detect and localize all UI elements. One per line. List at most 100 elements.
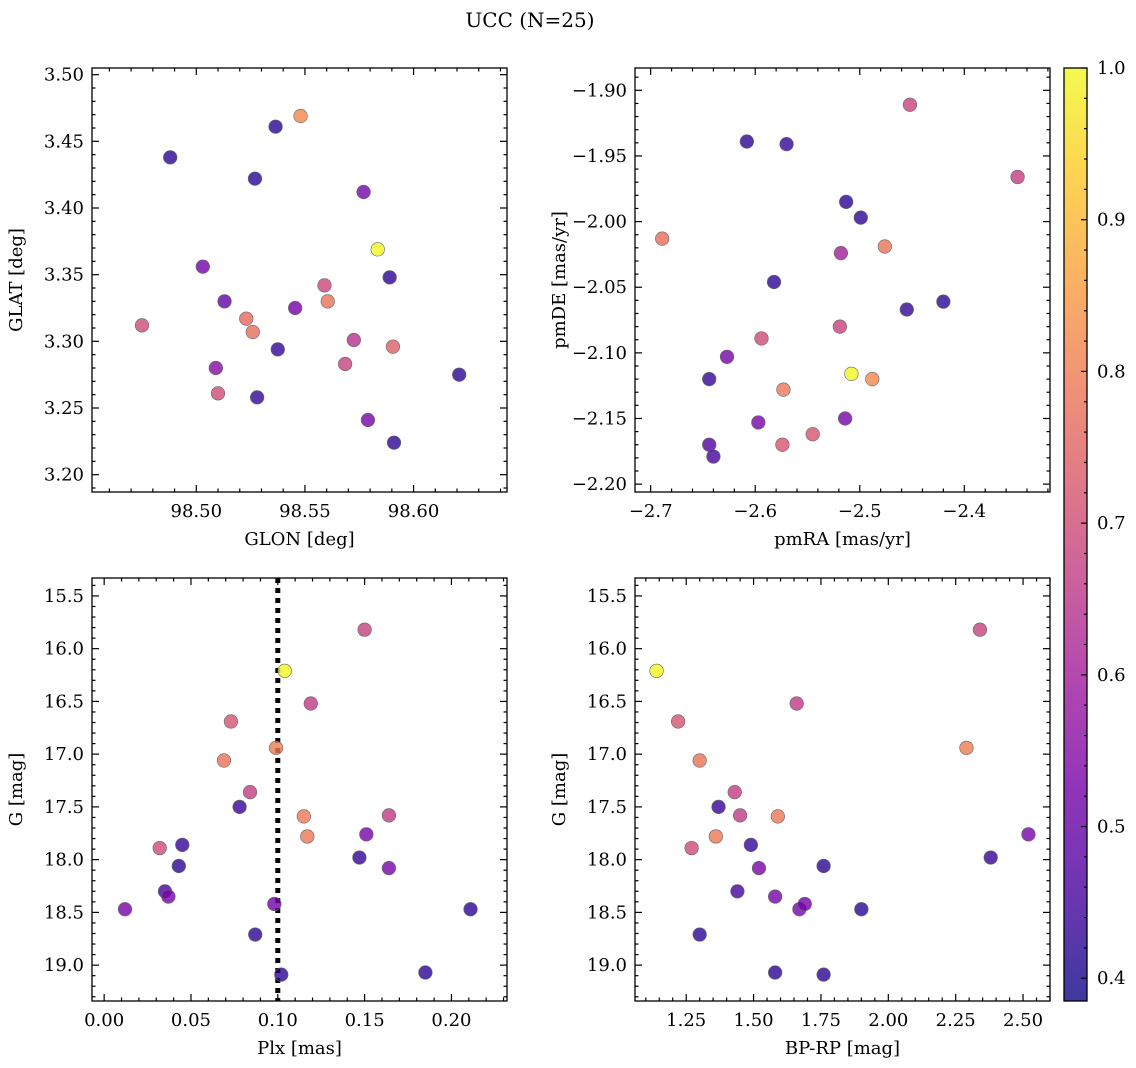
scatter-point (242, 785, 258, 800)
scatter-point (385, 339, 401, 354)
y-tick-label: 16.0 (587, 639, 627, 660)
y-tick-label: 3.45 (44, 131, 84, 152)
scatter-point (727, 785, 742, 800)
scatter-point (706, 449, 721, 464)
scatter-point (770, 809, 785, 824)
scatter-point (268, 119, 283, 134)
scatter-point (317, 278, 332, 293)
panel-bprp-g: 1.25 1.50 1.75 2.00 2.25 2.50 15.5 16.0 16.5 17.0… (549, 577, 1051, 1059)
scatter-point (816, 967, 831, 982)
scatter-point (702, 372, 717, 387)
y-axis-label: G [mag] (6, 753, 27, 826)
scatter-point (357, 622, 372, 637)
scatter-point (152, 840, 167, 856)
y-tick-label: −2.00 (572, 212, 627, 233)
scatter-point (797, 896, 812, 912)
scatter-point (649, 663, 664, 678)
scatter-point (418, 965, 433, 980)
scatter-point (983, 850, 998, 865)
x-tick-label: −2.7 (629, 501, 673, 522)
colorbar-tick-label: 0.4 (1097, 968, 1126, 989)
y-tick-label: 15.5 (44, 586, 84, 607)
scatter-point (296, 809, 311, 824)
colorbar-tick-label: 1.0 (1097, 58, 1126, 79)
y-tick-label: 3.20 (44, 465, 84, 486)
y-tick-label: 19.0 (587, 955, 627, 976)
scatter-point (1010, 169, 1025, 185)
scatter-point (223, 714, 239, 729)
y-tick-label: −2.15 (572, 408, 627, 429)
x-tick-label: 98.60 (388, 501, 440, 522)
scatter-point (338, 356, 353, 372)
scatter-point (216, 753, 232, 768)
scatter-point (277, 663, 292, 678)
x-tick-label: 1.75 (801, 1010, 841, 1031)
y-tick-label: 17.5 (587, 797, 627, 818)
scatter-point (274, 967, 289, 982)
scatter-point (232, 799, 247, 815)
scatter-point (352, 850, 367, 865)
scatter-point (877, 239, 892, 254)
y-tick-label: 3.40 (44, 198, 84, 219)
y-tick-label: 3.25 (44, 398, 84, 419)
x-axis-label: pmRA [mas/yr] (774, 529, 911, 550)
y-tick-label: 18.5 (44, 902, 84, 923)
y-tick-label: −2.10 (572, 343, 627, 364)
y-tick-label: 16.5 (587, 691, 627, 712)
panel-pmra-pmde: −2.7 −2.6 −2.5 −2.4 −2.20 −2.15 −2.10 −2.05 −2.0… (549, 67, 1051, 550)
scatter-point (839, 194, 854, 209)
scatter-point (386, 435, 402, 450)
scatter-point (210, 386, 226, 401)
scatter-point (708, 829, 723, 844)
scatter-point (692, 753, 707, 768)
scatter-point (359, 827, 374, 842)
scatter-point (853, 210, 868, 225)
scatter-point (779, 137, 794, 152)
scatter-point (463, 902, 478, 917)
x-tick-label: 1.50 (734, 1010, 774, 1031)
y-tick-label: −1.95 (572, 146, 627, 167)
scatter-point (789, 696, 804, 711)
scatter-point (452, 367, 467, 382)
colorbar-gradient (1064, 68, 1087, 1001)
x-tick-label: 1.25 (666, 1010, 706, 1031)
scatter-point (936, 294, 951, 309)
scatter-point (239, 311, 254, 326)
scatter-point (247, 171, 263, 186)
scatter-point (743, 837, 758, 852)
scatter-point (768, 965, 783, 980)
scatter-point (370, 242, 385, 257)
scatter-point (972, 622, 988, 637)
scatter-point (346, 332, 361, 348)
scatter-point (899, 302, 914, 317)
y-tick-label: 18.0 (44, 850, 84, 871)
scatter-point (303, 696, 318, 711)
scatter-point (655, 231, 670, 246)
x-axis-label: Plx [mas] (257, 1038, 342, 1059)
colorbar-tick-label: 0.6 (1097, 665, 1126, 686)
y-tick-label: 16.5 (44, 691, 84, 712)
scatter-point (959, 740, 974, 755)
scatter-point (382, 270, 397, 285)
scatter-point (134, 318, 150, 333)
scatter-point (300, 829, 315, 844)
y-axis-label: G [mag] (549, 753, 570, 826)
scatter-point (754, 331, 769, 346)
colorbar-tick-label: 0.9 (1097, 210, 1126, 231)
scatter-point (730, 884, 745, 899)
scatter-point (161, 889, 176, 904)
scatter-point (1021, 827, 1036, 842)
scatter-point (163, 150, 178, 165)
scatter-point (732, 808, 748, 823)
x-tick-label: 2.00 (868, 1010, 908, 1031)
y-tick-label: 15.5 (587, 586, 627, 607)
scatter-point (854, 902, 869, 917)
y-tick-label: 18.0 (587, 850, 627, 871)
scatter-point (356, 184, 371, 200)
x-tick-label: 2.50 (1003, 1010, 1043, 1031)
panel-plx-g: 0.00 0.05 0.10 0.15 0.20 15.5 16.0 16.5 17.0 17.5… (6, 577, 508, 1059)
figure-title: UCC (N=25) (465, 8, 594, 32)
scatter-point (671, 714, 686, 729)
y-tick-label: 17.0 (587, 744, 627, 765)
